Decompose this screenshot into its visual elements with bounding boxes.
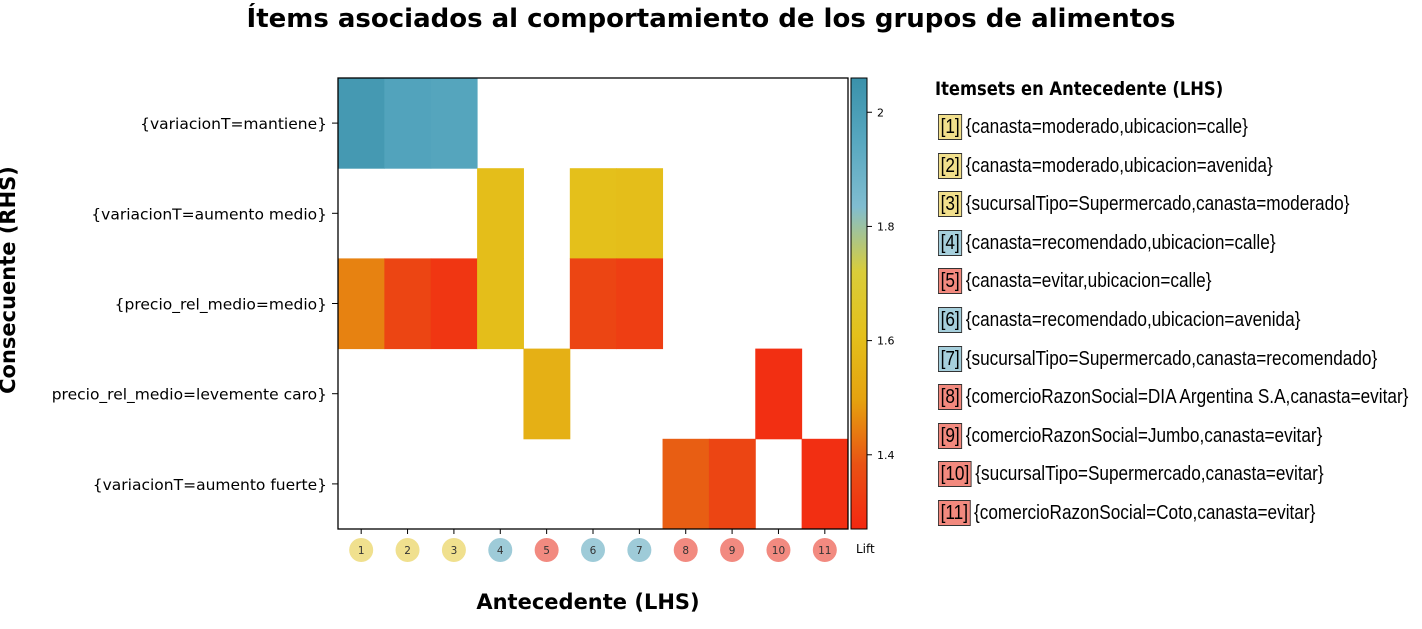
legend-item: [2] {canasta=moderado,ubicacion=avenida} [938, 152, 1422, 192]
heatmap-cell [708, 438, 756, 530]
y-tick-label: {variacionT=aumento fuerte} [93, 476, 327, 494]
x-tick-circle [812, 538, 837, 562]
legend-item-number: [5] [938, 268, 963, 295]
legend-item: [1] {canasta=moderado,ubicacion=calle} [938, 114, 1422, 153]
legend-item-number: [8] [938, 384, 963, 411]
legend-item-label: {canasta=recomendado,ubicacion=avenida} [965, 308, 1301, 331]
heatmap-cell [616, 168, 664, 259]
heatmap-cell [662, 438, 710, 530]
x-tick-label: 6 [590, 545, 597, 557]
heatmap-cell [477, 258, 524, 350]
legend-item-label: {canasta=recomendado,ubicacion=calle} [965, 231, 1276, 254]
heatmap-cell [384, 78, 432, 169]
legend-item-label: {canasta=moderado,ubicacion=calle} [965, 116, 1248, 138]
x-tick-label: 3 [451, 545, 458, 557]
heatmap-cell [338, 258, 385, 350]
x-tick-label: 8 [682, 545, 689, 557]
legend-item-label: {comercioRazonSocial=DIA Argentina S.A,c… [965, 386, 1409, 409]
x-tick-circle [349, 538, 374, 562]
legend-item-number: [10] [938, 461, 972, 488]
y-tick-labels: {variacionT=mantiene} {variacionT=aumento… [52, 115, 338, 494]
colorbar-tick-label: 1.8 [877, 220, 895, 233]
x-axis-label: Antecedente (LHS) [476, 590, 700, 614]
legend-item-label: {canasta=evitar,ubicacion=calle} [965, 270, 1212, 293]
x-tick-circle [720, 538, 745, 562]
x-tick-label: 11 [818, 545, 831, 557]
legend-item: [11] {comercioRazonSocial=Coto,canasta=ev… [938, 499, 1422, 539]
colorbar [850, 77, 868, 530]
x-tick-circle [627, 538, 652, 562]
colorbar-label: Lift [856, 542, 875, 556]
x-tick-label: 9 [729, 545, 736, 557]
y-tick-label: {precio_rel_medio=medio} [115, 296, 327, 315]
heatmap-cell [523, 348, 571, 440]
y-tick-label: {variacionT=aumento medio} [91, 205, 327, 223]
heatmap-cell [384, 258, 432, 350]
legend-item-number: [9] [938, 422, 963, 449]
x-tick-label: 10 [772, 545, 785, 557]
legend-item-number: [1] [938, 114, 963, 140]
x-tick-circle [441, 538, 466, 562]
x-tick-circle [488, 538, 513, 562]
legend-item-label: {sucursalTipo=Supermercado,canasta=evita… [975, 463, 1324, 486]
colorbar-tick-label: 1.6 [877, 335, 895, 348]
x-tick-label: 1 [358, 545, 365, 557]
legend-title: Itemsets en Antecedente (LHS) [935, 78, 1224, 100]
legend-item-number: [2] [938, 152, 963, 179]
x-tick-circle [534, 538, 559, 562]
x-tick-label: 7 [636, 545, 643, 557]
heatmap-cell [616, 258, 664, 350]
legend-item-label: {comercioRazonSocial=Jumbo,canasta=evita… [965, 424, 1323, 447]
legend-item: [8] {comercioRazonSocial=DIA Argentina S.… [938, 384, 1422, 423]
heatmap-cell [338, 78, 385, 169]
colorbar-tick-label: 1.4 [877, 449, 895, 462]
chart-title: Ítems asociados al comportamiento de los… [246, 4, 1176, 34]
legend-item-label: {canasta=moderado,ubicacion=avenida} [965, 154, 1273, 177]
itemsets-legend: [1] {canasta=moderado,ubicacion=calle} [2]… [938, 114, 1422, 539]
heatmap-cell [801, 438, 849, 530]
x-tick-circle [766, 538, 791, 562]
legend-item: [10] {sucursalTipo=Supermercado,canasta=e… [938, 461, 1422, 500]
y-tick-label: precio_rel_medio=levemente caro} [52, 386, 327, 405]
legend-item-number: [7] [938, 345, 963, 372]
x-tick-label: 2 [404, 545, 411, 557]
legend-item: [9] {comercioRazonSocial=Jumbo,canasta=ev… [938, 422, 1422, 462]
heatmap-cell [755, 348, 803, 440]
heatmap-cell [569, 168, 617, 259]
legend-item-label: {sucursalTipo=Supermercado,canasta=recom… [965, 347, 1378, 370]
heatmap-cell [477, 168, 524, 259]
x-tick-circle [581, 538, 605, 562]
y-tick-label: {variacionT=mantiene} [140, 115, 327, 133]
legend-item-number: [4] [938, 229, 963, 256]
legend-item-label: {comercioRazonSocial=Coto,canasta=evitar… [974, 501, 1316, 524]
legend-item: [3] {sucursalTipo=Supermercado,canasta=mo… [938, 191, 1422, 230]
heatmap-cell [430, 78, 478, 169]
legend-item: [6] {canasta=recomendado,ubicacion=avenid… [938, 306, 1422, 346]
x-tick-circle [673, 538, 698, 562]
legend-item: [5] {canasta=evitar,ubicacion=calle} [938, 268, 1422, 307]
legend-item-number: [3] [938, 191, 963, 218]
x-tick-circle [395, 538, 420, 562]
legend-item: [4] {canasta=recomendado,ubicacion=calle} [938, 229, 1422, 269]
heatmap-cell [430, 258, 478, 350]
x-tick-circles: 1 2 3 4 5 6 7 8 9 10 11 [349, 529, 837, 562]
heatmap-cells [338, 78, 849, 530]
legend-item-number: [6] [938, 306, 963, 333]
legend-item-label: {sucursalTipo=Supermercado,canasta=moder… [965, 193, 1350, 216]
x-tick-label: 4 [497, 545, 504, 557]
x-tick-label: 5 [543, 545, 550, 557]
legend-item-number: [11] [938, 499, 971, 526]
colorbar-ticks: 2 1.8 1.6 1.4 [867, 106, 895, 462]
legend-item: [7] {sucursalTipo=Supermercado,canasta=re… [938, 345, 1422, 385]
heatmap-cell [569, 258, 617, 350]
colorbar-tick-label: 2 [877, 106, 884, 119]
